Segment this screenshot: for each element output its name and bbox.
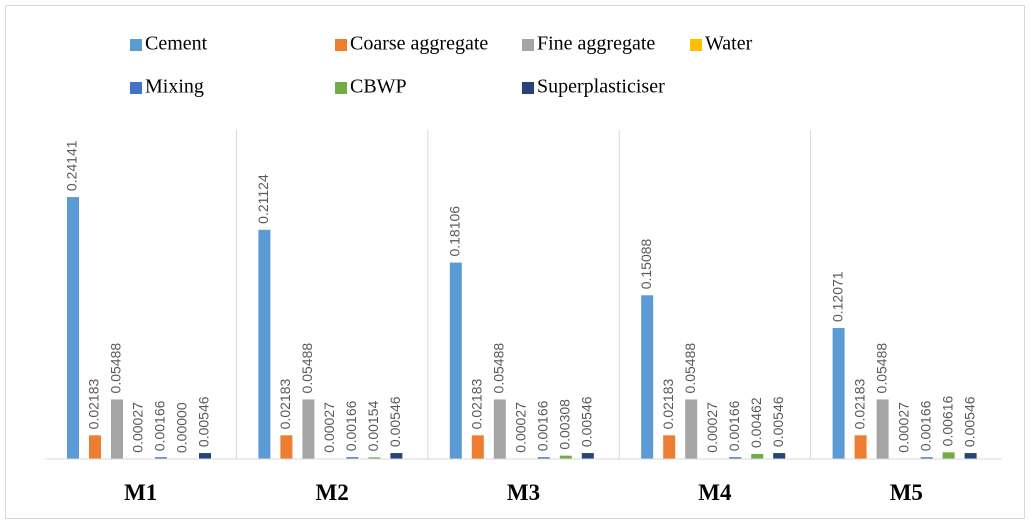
- value-label: 0.00546: [961, 396, 977, 447]
- bar: [258, 229, 271, 459]
- x-tick-label: M5: [890, 480, 923, 505]
- value-label: 0.05488: [108, 343, 124, 394]
- legend-swatch: [522, 39, 534, 51]
- value-label: 0.00027: [704, 402, 720, 453]
- legend-swatch: [335, 82, 347, 94]
- value-label: 0.00546: [196, 396, 212, 447]
- bar: [641, 295, 654, 459]
- value-label: 0.00027: [513, 402, 529, 453]
- x-tick-label: M1: [124, 480, 157, 505]
- bar: [111, 399, 123, 459]
- legend-swatch: [130, 82, 142, 94]
- value-label: 0.02183: [660, 378, 676, 429]
- bar: [346, 457, 359, 459]
- bar: [832, 328, 845, 459]
- legend-swatch: [690, 39, 702, 51]
- value-label: 0.00546: [387, 396, 403, 447]
- value-label: 0.00166: [535, 400, 551, 451]
- value-label: 0.00616: [939, 395, 955, 446]
- bar: [729, 457, 742, 459]
- value-label: 0.05488: [299, 343, 315, 394]
- legend-swatch: [335, 39, 347, 51]
- value-label: 0.15088: [638, 238, 654, 289]
- bar: [751, 453, 764, 459]
- value-label: 0.00546: [579, 396, 595, 447]
- bar: [67, 197, 79, 460]
- bar: [471, 435, 484, 459]
- bar: [155, 457, 167, 459]
- legend-swatch: [522, 82, 534, 94]
- value-label: 0.02183: [851, 378, 867, 429]
- value-label: 0.00154: [365, 401, 381, 452]
- value-label: 0.02183: [277, 378, 293, 429]
- legend-label: Fine aggregate: [537, 33, 655, 55]
- value-label: 0.00462: [748, 397, 764, 448]
- bar: [964, 453, 977, 459]
- value-label: 0.00166: [726, 400, 742, 451]
- legend-label: Coarse aggregate: [350, 33, 488, 55]
- value-label: 0.00027: [895, 402, 911, 453]
- bar: [942, 452, 955, 459]
- bar: [876, 399, 889, 459]
- value-label: 0.00166: [152, 400, 168, 451]
- bar: [368, 457, 381, 459]
- value-label: 0.00027: [130, 402, 146, 453]
- legend-swatch: [130, 39, 142, 51]
- value-label: 0.05488: [491, 343, 507, 394]
- value-label: 0.12071: [829, 271, 845, 322]
- chart-border: [5, 5, 1025, 519]
- value-label: 0.21124: [255, 174, 271, 224]
- bar: [199, 453, 211, 459]
- bar: [493, 399, 506, 459]
- value-label: 0.24141: [64, 140, 80, 191]
- x-tick-label: M3: [507, 480, 540, 505]
- bar: [663, 435, 676, 459]
- bar: [449, 262, 462, 459]
- value-label: 0.00000: [174, 402, 190, 453]
- legend-label: Superplasticiser: [537, 76, 665, 98]
- value-label: 0.05488: [682, 343, 698, 394]
- bar: [854, 435, 867, 459]
- x-tick-label: M2: [315, 480, 348, 505]
- value-label: 0.00546: [770, 396, 786, 447]
- legend-label: CBWP: [350, 76, 407, 98]
- bar: [302, 399, 315, 459]
- legend-label: Water: [705, 33, 753, 55]
- value-label: 0.18106: [447, 206, 463, 257]
- bar: [559, 455, 572, 459]
- bar: [280, 435, 293, 459]
- bar: [685, 399, 698, 459]
- bar: [581, 453, 594, 459]
- value-label: 0.00166: [343, 400, 359, 451]
- legend-label: Mixing: [145, 76, 204, 98]
- value-label: 0.00166: [917, 400, 933, 451]
- bar: [89, 435, 101, 459]
- bar: [537, 457, 550, 459]
- value-label: 0.00308: [557, 399, 573, 450]
- value-label: 0.02183: [469, 378, 485, 429]
- bar: [390, 453, 403, 459]
- bar: [773, 453, 786, 459]
- value-label: 0.02183: [86, 378, 102, 429]
- bar: [920, 457, 933, 459]
- legend-label: Cement: [145, 33, 208, 55]
- value-label: 0.00027: [321, 402, 337, 453]
- value-label: 0.05488: [873, 343, 889, 394]
- x-tick-label: M4: [698, 480, 732, 505]
